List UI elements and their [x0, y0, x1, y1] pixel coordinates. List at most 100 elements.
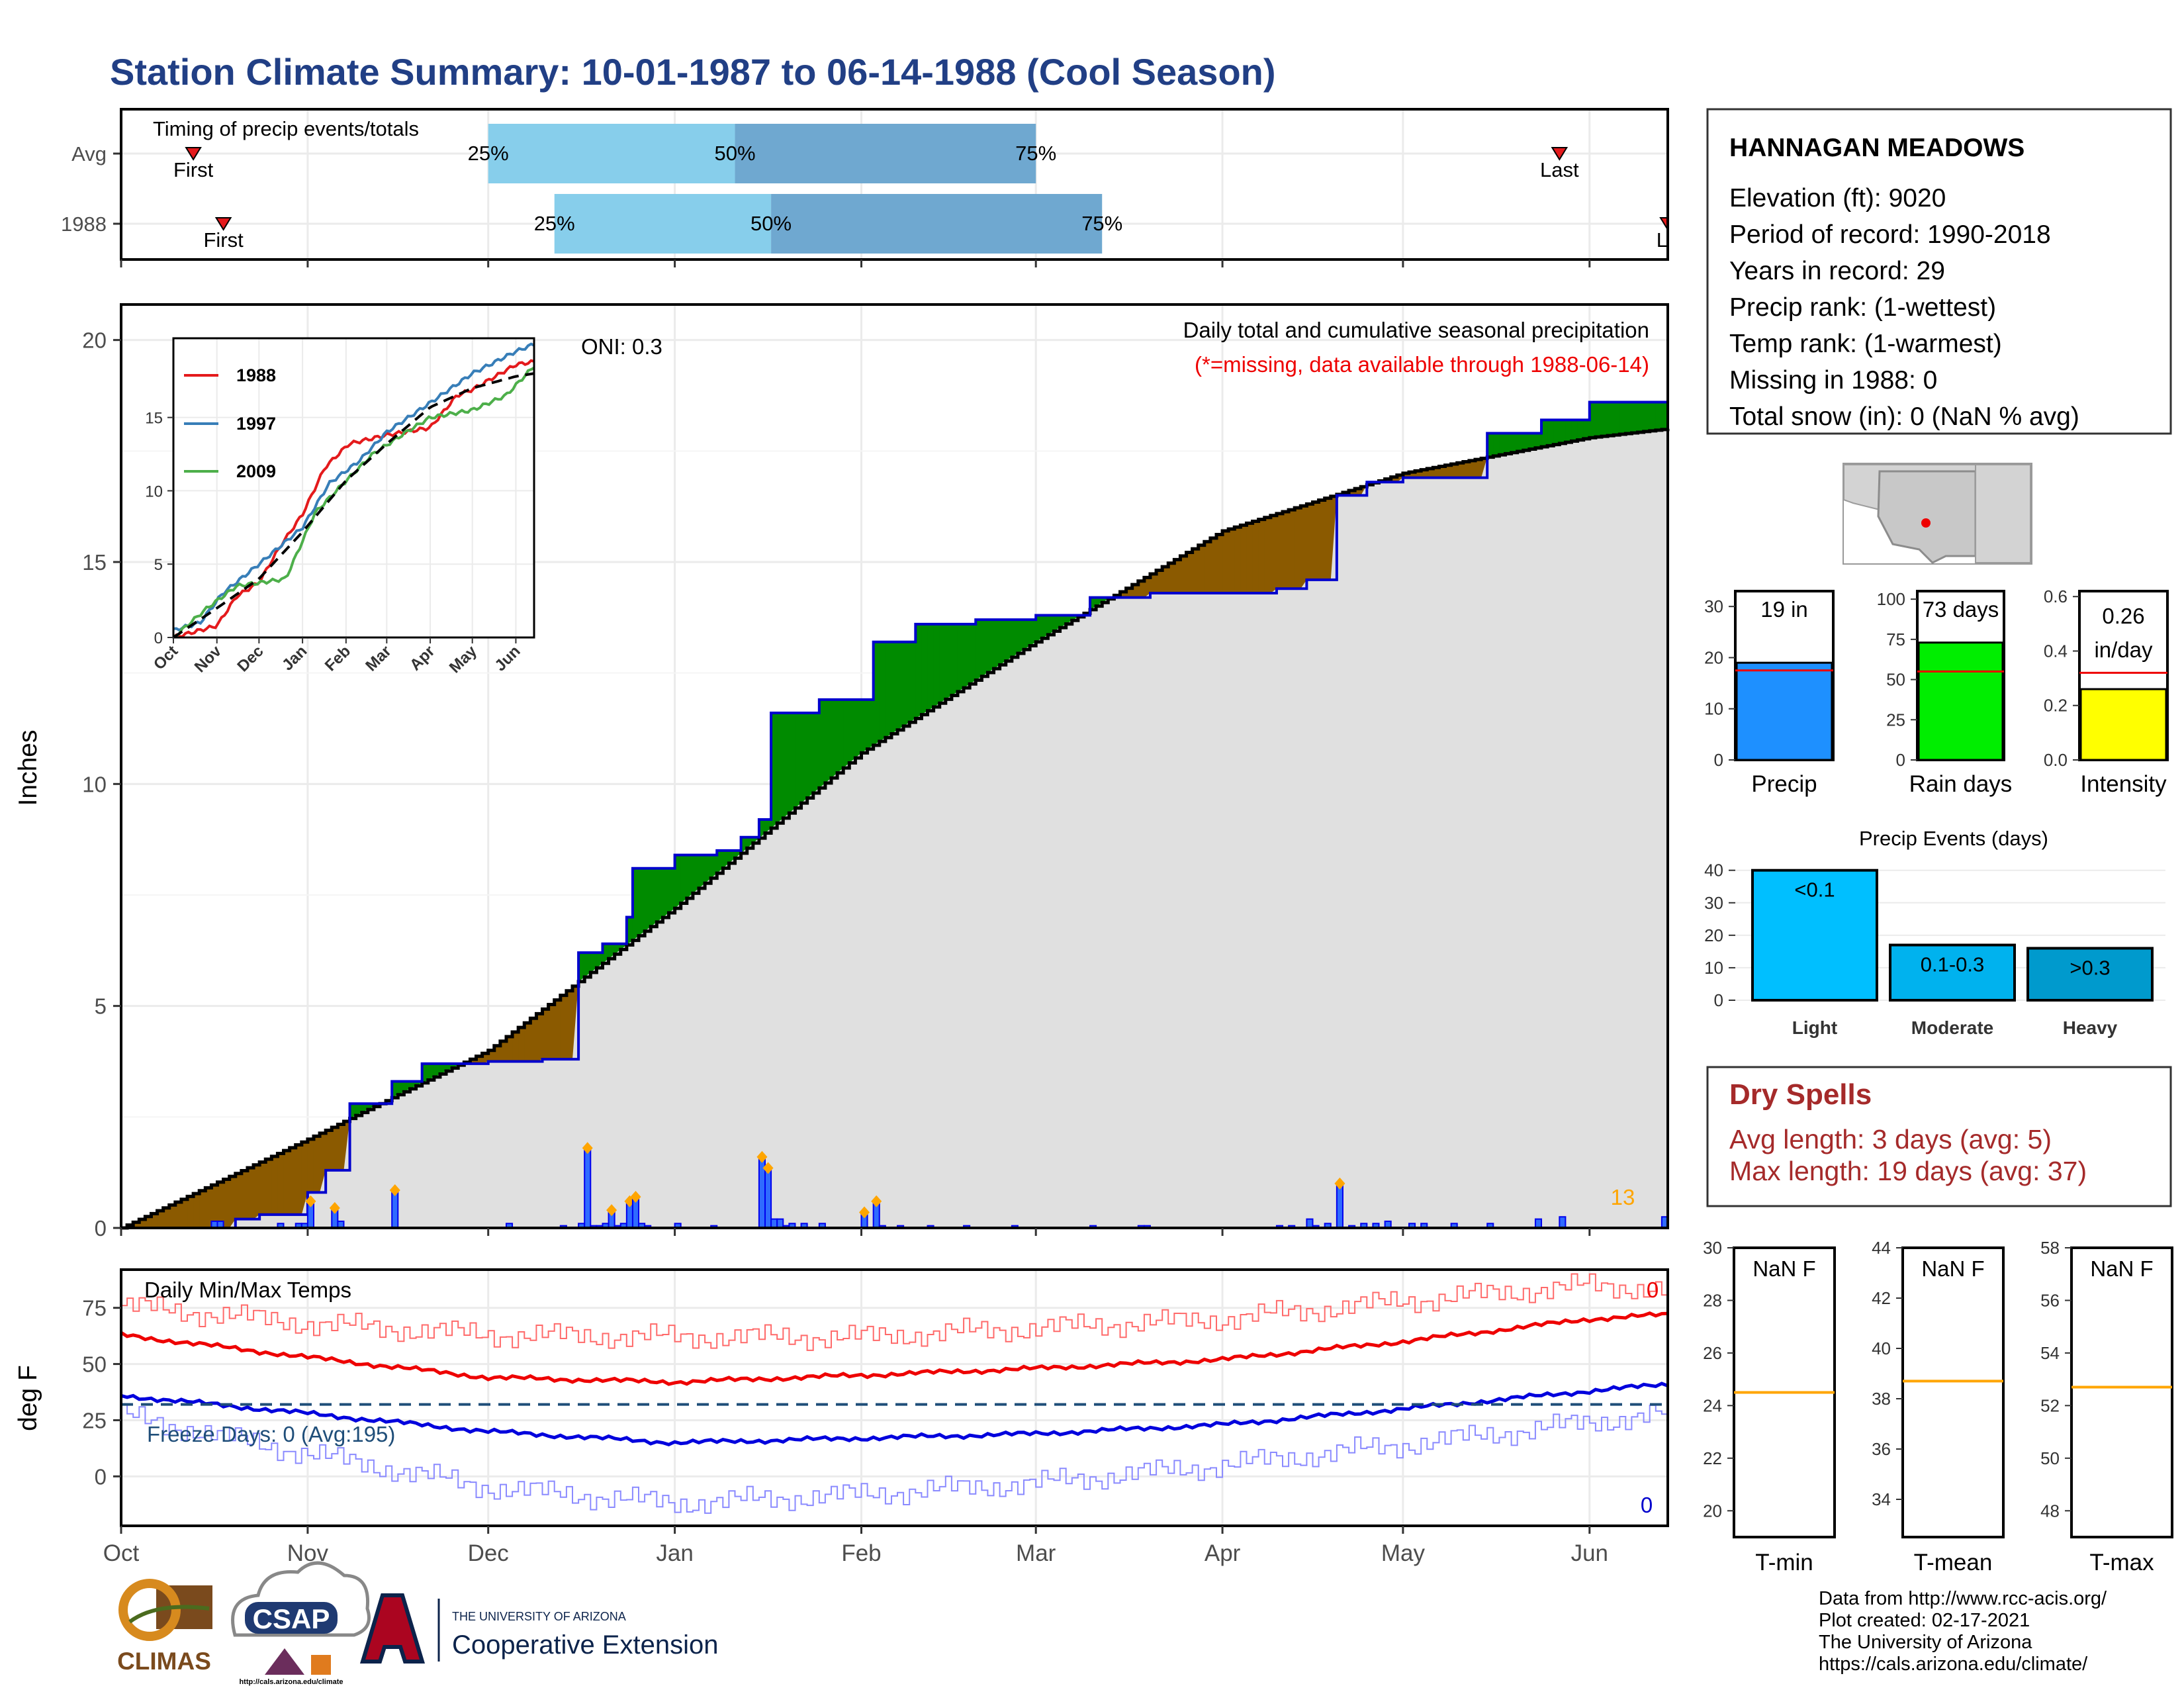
credit-line: Plot created: 02-17-2021: [1819, 1610, 2030, 1631]
avg-min-temp-line: [120, 1382, 1668, 1446]
mini-bar-value: [1917, 641, 2004, 761]
above-average-region: [626, 917, 633, 945]
above-average-region: [584, 953, 591, 977]
below-average-region: [1390, 477, 1398, 483]
temp-panel-tick-label: 36: [1872, 1439, 1891, 1459]
temp-panel-value-label: NaN F: [2090, 1256, 2153, 1281]
main-y-tick-label: 0: [95, 1216, 107, 1241]
events-tick-label: 0: [1714, 990, 1723, 1010]
mini-bar-category-label: Rain days: [1909, 771, 2013, 797]
below-average-region: [1210, 538, 1217, 593]
above-average-region: [639, 868, 645, 936]
above-average-region: [1017, 620, 1024, 654]
below-average-region: [1156, 570, 1163, 593]
page-title: Station Climate Summary: 10-01-1987 to 0…: [110, 51, 1276, 93]
daily-record-marker: [762, 1162, 774, 1174]
temps-border: [120, 1268, 1669, 1527]
below-average-region: [326, 1130, 332, 1170]
above-average-region: [428, 1063, 435, 1080]
above-average-region: [1565, 420, 1572, 443]
below-average-region: [1138, 581, 1145, 598]
above-average-region: [1541, 420, 1548, 447]
above-average-region: [355, 1103, 363, 1116]
above-average-region: [1048, 615, 1055, 635]
timing-p50-label: 50%: [751, 212, 792, 235]
above-average-region: [680, 855, 688, 904]
above-average-region: [692, 855, 700, 894]
above-average-region: [993, 620, 1001, 669]
inset-y-tick-label: 0: [154, 630, 163, 647]
above-average-region: [1042, 615, 1048, 639]
above-average-region: [1505, 433, 1512, 454]
below-average-region: [301, 1142, 308, 1215]
credit-line: The University of Arizona: [1819, 1632, 2032, 1653]
events-tick-label: 10: [1704, 958, 1723, 978]
below-average-region: [205, 1188, 212, 1228]
station-info-line: Missing in 1988: 0: [1729, 366, 1937, 395]
record-max-temp-line: [121, 1273, 1668, 1351]
above-average-region: [1547, 420, 1554, 446]
below-average-region: [1204, 541, 1211, 593]
above-average-region: [1071, 615, 1079, 621]
mini-bar-tick-label: 50: [1886, 670, 1905, 690]
ua-logo-a: [359, 1593, 426, 1664]
below-average-region: [283, 1150, 291, 1215]
temp-panel-tick-label: 28: [1703, 1290, 1722, 1310]
below-average-region: [1408, 472, 1416, 478]
mini-bar-tick-label: 100: [1877, 589, 1905, 609]
below-average-region: [1300, 506, 1307, 589]
below-average-region: [524, 1023, 531, 1062]
main-y-tick-label: 10: [82, 772, 107, 796]
temp-panel-value-label: NaN F: [1921, 1256, 1984, 1281]
timing-border: [120, 108, 1669, 261]
temps-label: Daily Min/Max Temps: [144, 1278, 351, 1302]
above-average-region: [951, 624, 958, 696]
above-average-region: [903, 641, 910, 726]
below-average-region: [1186, 552, 1193, 593]
above-average-region: [1661, 402, 1668, 430]
above-average-region: [1090, 597, 1097, 610]
inset-legend-label: 1997: [236, 414, 276, 434]
event-category-label: Light: [1792, 1017, 1837, 1038]
above-average-region: [927, 624, 934, 711]
mini-bar-tick-label: 20: [1704, 647, 1723, 667]
above-average-region: [1583, 420, 1590, 439]
timing-row-label: Avg: [71, 142, 107, 165]
above-average-region: [861, 699, 868, 753]
above-average-region: [1096, 597, 1103, 606]
above-average-region: [1529, 433, 1536, 449]
event-bar-label: <0.1: [1794, 878, 1835, 902]
daily-precip-bar: [1336, 1182, 1343, 1229]
month-axis-label: Jun: [1571, 1540, 1608, 1566]
above-average-region: [825, 699, 832, 783]
below-average-region: [1192, 549, 1199, 593]
freeze-days-label: Freeze Days: 0 (Avg:195): [147, 1422, 395, 1446]
below-average-region: [199, 1190, 206, 1228]
above-average-region: [764, 819, 772, 833]
above-average-region: [1517, 433, 1524, 451]
above-average-region: [915, 624, 923, 719]
below-average-region: [488, 1050, 495, 1062]
below-average-region: [1463, 461, 1470, 478]
below-average-region: [566, 990, 573, 1060]
below-average-region: [470, 1059, 477, 1064]
above-average-region: [945, 624, 952, 700]
daily-precip-bar: [776, 1218, 784, 1229]
above-average-region: [1614, 402, 1620, 436]
above-average-region: [698, 855, 705, 888]
below-average-region: [338, 1124, 345, 1170]
temps-y-tick-label: 50: [82, 1352, 107, 1377]
mini-bar-tick-label: 0: [1896, 750, 1905, 770]
below-average-region: [247, 1168, 254, 1219]
above-average-region: [1511, 433, 1518, 453]
month-axis-label: Apr: [1205, 1540, 1241, 1566]
daily-record-marker: [582, 1142, 593, 1154]
above-average-region: [404, 1081, 411, 1092]
below-average-region: [518, 1027, 525, 1062]
below-average-region: [1198, 545, 1205, 593]
above-average-region: [361, 1103, 369, 1113]
last-event-label: Last: [1540, 158, 1579, 181]
below-average-region: [1276, 513, 1283, 589]
below-average-region: [223, 1179, 230, 1228]
temp-panel-label: T-min: [1755, 1550, 1813, 1575]
